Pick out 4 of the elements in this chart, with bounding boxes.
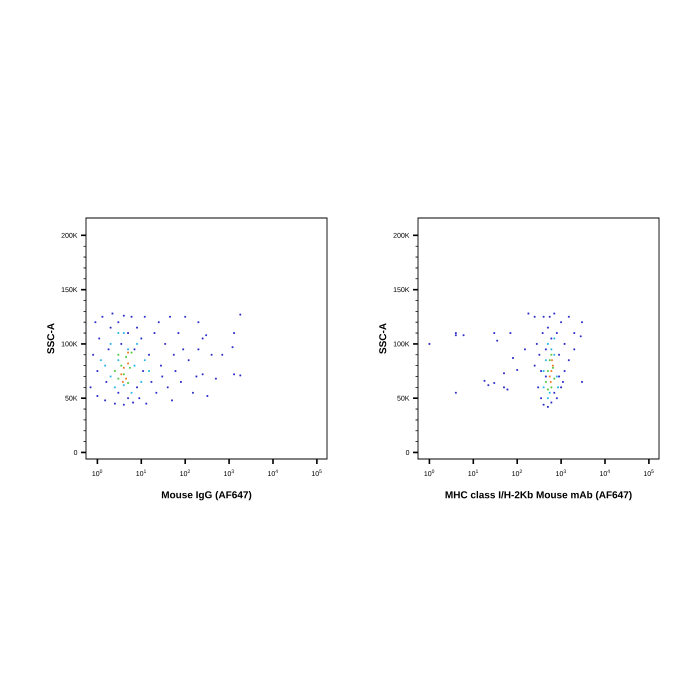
y-axis-title: SSC-A xyxy=(47,323,54,354)
y-axis-title: SSC-A xyxy=(379,323,386,354)
x-axis-title: Mouse IgG (AF647) xyxy=(162,490,252,500)
x-axis-title: MHC class I/H-2Kb Mouse mAb (AF647) xyxy=(446,490,632,500)
